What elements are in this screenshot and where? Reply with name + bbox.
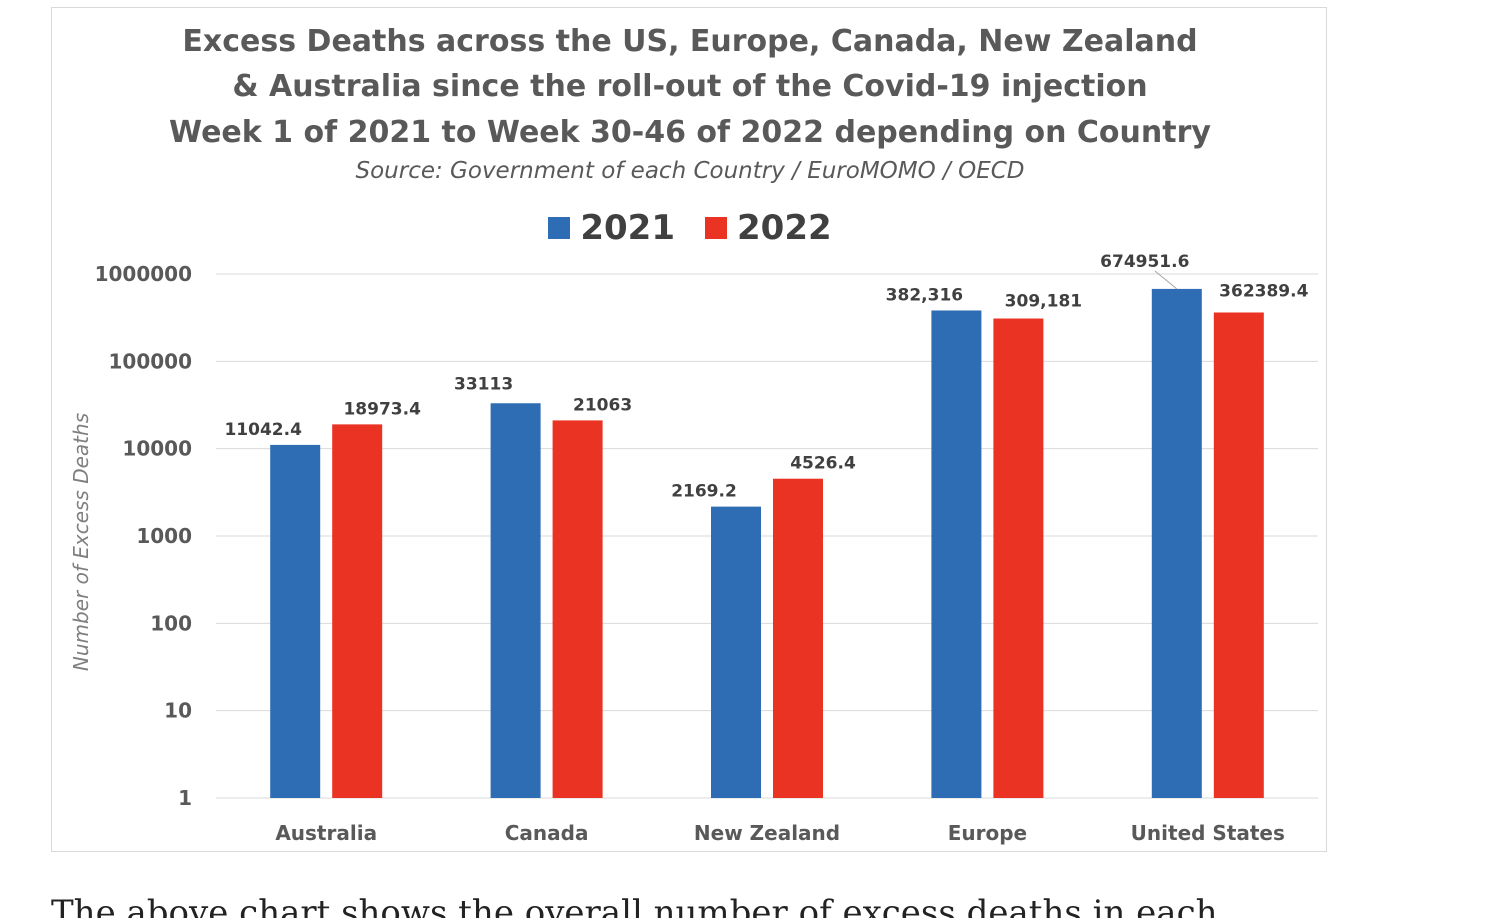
bar-chart-plot: 1 10 100 1000 10000 100000 1000000 Number of Ex… xyxy=(69,252,1318,845)
y-tick-label: 10000 xyxy=(122,437,192,461)
y-tick-label: 1 xyxy=(178,786,192,810)
y-tick-label: 10 xyxy=(164,699,192,723)
data-label-2021: 33113 xyxy=(454,374,513,394)
y-tick-label: 1000 xyxy=(136,524,192,548)
legend-item-2022: 2022 xyxy=(705,208,832,248)
y-tick-label: 100 xyxy=(150,611,192,635)
y-axis-title: Number of Excess Deaths xyxy=(69,413,93,671)
bar-2021 xyxy=(490,403,541,798)
chart-legend: 2021 2022 xyxy=(52,208,1328,248)
legend-swatch-2021 xyxy=(548,217,571,239)
data-label-2022: 4526.4 xyxy=(790,454,856,474)
bar-2021 xyxy=(270,444,321,798)
x-category-label: Europe xyxy=(948,821,1027,845)
bar-2022 xyxy=(332,424,383,798)
y-tick-label: 100000 xyxy=(109,349,193,373)
legend-label-2021: 2021 xyxy=(580,208,675,248)
article-body-line: The above chart shows the overall number… xyxy=(51,896,1218,918)
data-label-2022: 18973.4 xyxy=(343,399,421,419)
chart-subtitle: Source: Government of each Country / Eur… xyxy=(355,158,1025,184)
bar-2021 xyxy=(931,310,982,798)
x-category-label: Australia xyxy=(275,821,377,845)
bar-2021 xyxy=(1151,288,1202,798)
data-label-2021: 674951.6 xyxy=(1100,252,1189,272)
leader-line xyxy=(1154,270,1178,290)
y-tick-label: 1000000 xyxy=(95,262,192,286)
legend-swatch-2022 xyxy=(705,217,727,239)
bar-2022 xyxy=(773,478,823,798)
legend-label-2022: 2022 xyxy=(737,208,832,248)
x-category-label: United States xyxy=(1131,821,1285,845)
data-label-2021: 382,316 xyxy=(886,285,963,305)
legend-item-2021: 2021 xyxy=(548,208,675,248)
x-category-label: New Zealand xyxy=(694,821,840,845)
chart-card: Excess Deaths across the US, Europe, Can… xyxy=(51,7,1327,852)
article-body-text: The above chart shows the overall number… xyxy=(51,896,1451,918)
chart-title-line-1: Excess Deaths across the US, Europe, Can… xyxy=(182,24,1198,59)
chart-title-line-2: & Australia since the roll-out of the Co… xyxy=(232,69,1148,104)
data-label-2022: 21063 xyxy=(573,395,632,415)
bar-2022 xyxy=(1213,312,1264,798)
chart-title-line-3: Week 1 of 2021 to Week 30-46 of 2022 dep… xyxy=(169,115,1211,150)
data-label-2022: 362389.4 xyxy=(1219,281,1308,301)
bar-2021 xyxy=(711,506,761,798)
data-label-2021: 2169.2 xyxy=(671,482,737,502)
x-category-label: Canada xyxy=(505,821,589,845)
data-label-2021: 11042.4 xyxy=(224,420,302,440)
data-label-2022: 309,181 xyxy=(1005,292,1082,312)
bar-2022 xyxy=(552,420,603,798)
bar-2022 xyxy=(993,318,1044,798)
